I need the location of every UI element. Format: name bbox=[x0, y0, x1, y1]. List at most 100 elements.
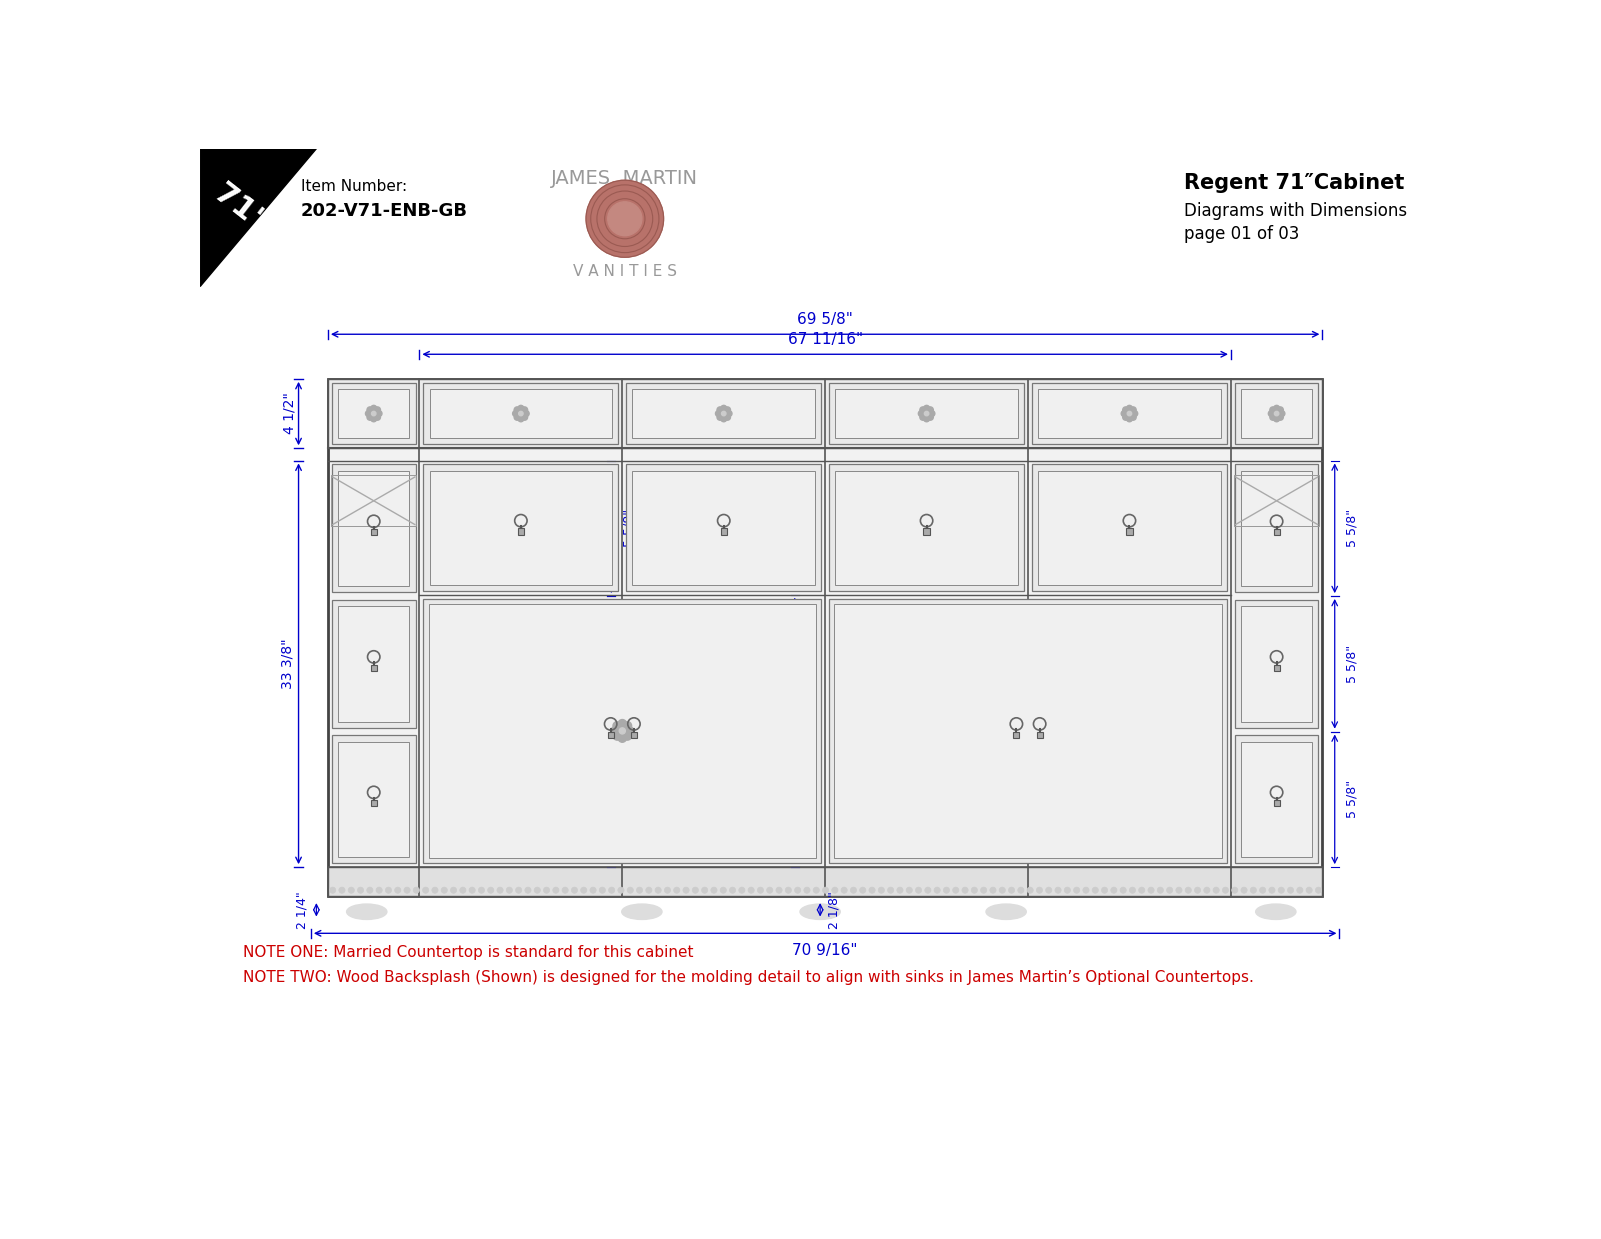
Circle shape bbox=[1082, 887, 1089, 893]
Circle shape bbox=[375, 414, 381, 420]
Circle shape bbox=[1121, 887, 1126, 893]
Circle shape bbox=[367, 414, 373, 420]
Circle shape bbox=[608, 887, 615, 893]
Circle shape bbox=[725, 410, 732, 416]
Circle shape bbox=[887, 887, 893, 893]
Circle shape bbox=[432, 887, 439, 893]
Bar bbox=[1234, 736, 1319, 864]
Circle shape bbox=[711, 887, 717, 893]
Circle shape bbox=[1122, 406, 1129, 413]
Circle shape bbox=[496, 887, 503, 893]
Circle shape bbox=[371, 416, 376, 421]
Text: NOTE ONE: Married Countertop is standard for this cabinet: NOTE ONE: Married Countertop is standard… bbox=[243, 945, 693, 960]
Circle shape bbox=[330, 887, 336, 893]
Circle shape bbox=[1270, 887, 1274, 893]
Bar bbox=[328, 379, 1322, 896]
Bar bbox=[836, 471, 1018, 585]
Bar bbox=[517, 528, 524, 534]
Circle shape bbox=[479, 887, 485, 893]
Circle shape bbox=[514, 406, 520, 413]
Text: V A N I T I E S: V A N I T I E S bbox=[573, 264, 677, 279]
Circle shape bbox=[386, 887, 392, 893]
Circle shape bbox=[525, 887, 532, 893]
Polygon shape bbox=[200, 149, 317, 286]
Text: 14 1/4": 14 1/4" bbox=[1004, 698, 1052, 711]
Circle shape bbox=[1158, 887, 1164, 893]
Bar bbox=[1037, 389, 1222, 439]
Circle shape bbox=[367, 406, 373, 413]
Text: 2 1/8": 2 1/8" bbox=[828, 891, 841, 929]
Circle shape bbox=[367, 887, 373, 893]
Text: 67 11/16": 67 11/16" bbox=[788, 332, 863, 347]
Circle shape bbox=[618, 733, 626, 742]
Bar bbox=[331, 476, 416, 527]
Bar bbox=[1241, 389, 1313, 439]
Circle shape bbox=[943, 887, 949, 893]
Bar bbox=[429, 471, 612, 585]
Bar bbox=[1234, 465, 1319, 592]
Circle shape bbox=[618, 887, 624, 893]
Bar bbox=[1273, 664, 1279, 670]
Circle shape bbox=[722, 411, 725, 416]
Circle shape bbox=[1260, 887, 1266, 893]
Circle shape bbox=[442, 887, 447, 893]
Circle shape bbox=[628, 887, 634, 893]
Circle shape bbox=[717, 414, 724, 420]
Circle shape bbox=[613, 732, 621, 740]
Circle shape bbox=[637, 887, 642, 893]
Circle shape bbox=[927, 406, 933, 413]
Circle shape bbox=[522, 406, 528, 413]
Bar bbox=[632, 471, 815, 585]
Ellipse shape bbox=[346, 904, 387, 919]
Circle shape bbox=[738, 887, 744, 893]
Circle shape bbox=[1185, 887, 1191, 893]
Text: 14 1/4": 14 1/4" bbox=[1105, 502, 1154, 514]
Circle shape bbox=[701, 887, 708, 893]
Bar bbox=[1127, 528, 1132, 534]
Circle shape bbox=[1130, 406, 1137, 413]
Bar bbox=[1013, 732, 1020, 737]
Circle shape bbox=[1009, 887, 1015, 893]
Circle shape bbox=[841, 887, 847, 893]
Circle shape bbox=[1231, 887, 1238, 893]
Text: 14 1/4": 14 1/4" bbox=[903, 502, 951, 514]
Circle shape bbox=[1127, 411, 1132, 416]
Circle shape bbox=[924, 411, 929, 416]
Circle shape bbox=[1204, 887, 1210, 893]
Circle shape bbox=[413, 887, 419, 893]
Text: 19 3/16": 19 3/16" bbox=[805, 704, 818, 757]
Circle shape bbox=[339, 887, 346, 893]
Circle shape bbox=[519, 411, 524, 416]
Circle shape bbox=[684, 887, 688, 893]
Circle shape bbox=[823, 887, 829, 893]
Text: 14 1/4": 14 1/4" bbox=[496, 502, 544, 514]
Circle shape bbox=[776, 887, 783, 893]
Circle shape bbox=[512, 410, 519, 416]
Bar bbox=[338, 471, 410, 586]
Circle shape bbox=[613, 721, 621, 730]
Circle shape bbox=[1241, 887, 1247, 893]
Circle shape bbox=[980, 887, 986, 893]
Circle shape bbox=[924, 416, 930, 421]
Circle shape bbox=[365, 410, 371, 416]
Circle shape bbox=[720, 405, 727, 411]
Bar bbox=[829, 465, 1025, 591]
Circle shape bbox=[972, 887, 978, 893]
Circle shape bbox=[784, 887, 791, 893]
Circle shape bbox=[1045, 887, 1052, 893]
Circle shape bbox=[1278, 414, 1284, 420]
Bar bbox=[423, 598, 821, 864]
Bar bbox=[626, 465, 821, 591]
Circle shape bbox=[1274, 411, 1279, 416]
Text: 69 5/8": 69 5/8" bbox=[797, 311, 853, 327]
Circle shape bbox=[804, 887, 810, 893]
Circle shape bbox=[572, 887, 578, 893]
Bar bbox=[1241, 471, 1313, 586]
Circle shape bbox=[1055, 887, 1061, 893]
Circle shape bbox=[524, 410, 530, 416]
Circle shape bbox=[403, 887, 410, 893]
Circle shape bbox=[552, 887, 559, 893]
Circle shape bbox=[962, 887, 969, 893]
Circle shape bbox=[1273, 416, 1279, 421]
Bar bbox=[1234, 383, 1319, 445]
